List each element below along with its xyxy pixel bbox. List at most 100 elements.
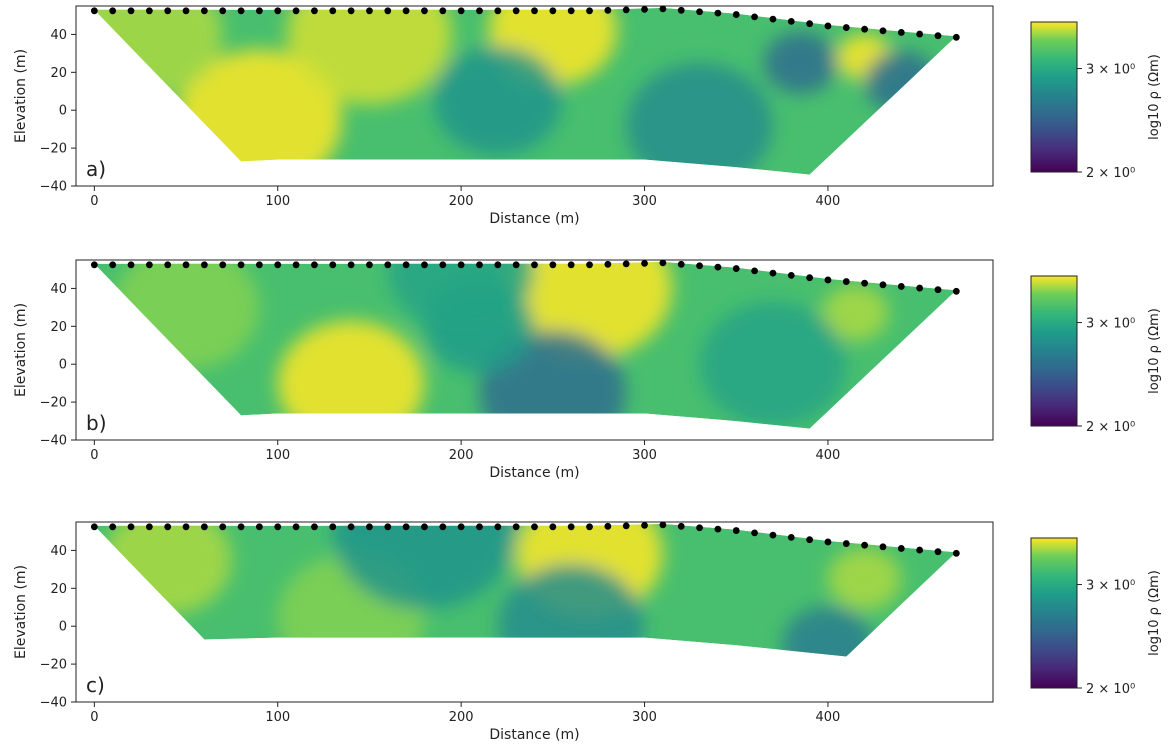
y-tick-label: 0: [59, 620, 67, 635]
x-tick-label: 400: [816, 710, 841, 725]
electrode-marker: [769, 531, 777, 539]
electrode-marker: [145, 7, 153, 15]
x-tick-label: 0: [90, 448, 98, 463]
panel-label: b): [86, 411, 107, 435]
electrode-marker: [696, 8, 703, 16]
x-tick-label: 0: [90, 710, 98, 725]
electrode-marker: [549, 7, 557, 15]
electrode-marker: [567, 7, 575, 15]
y-tick-label: 0: [59, 358, 67, 373]
resistivity-anomaly: [387, 261, 535, 332]
electrode-marker: [145, 261, 153, 269]
electrode-marker: [659, 259, 667, 267]
electrode-marker: [494, 523, 502, 531]
electrode-marker: [182, 261, 190, 269]
electrode-marker: [861, 279, 869, 287]
resistivity-anomaly: [286, 7, 452, 105]
y-tick-label: 0: [59, 104, 67, 119]
resistivity-anomaly: [497, 563, 645, 657]
x-axis-label: Distance (m): [489, 211, 579, 227]
electrode-marker: [164, 523, 172, 531]
resistivity-anomaly: [626, 63, 773, 175]
electrode-marker: [751, 529, 758, 537]
electrode-marker: [476, 523, 483, 531]
electrode-marker: [90, 523, 98, 531]
electrode-marker: [696, 524, 703, 532]
electrode-marker: [237, 261, 245, 269]
electrode-marker: [439, 7, 447, 15]
electrode-marker: [164, 261, 172, 269]
colorbar-tick-label: 2 × 10⁰: [1086, 420, 1135, 435]
colorbar-label: log10 ρ (Ωm): [1147, 308, 1162, 394]
y-tick-label: −20: [40, 658, 67, 673]
electrode-marker: [677, 522, 685, 530]
electrode-marker: [402, 261, 410, 269]
resistivity-anomaly: [782, 606, 874, 657]
electrode-marker: [219, 261, 227, 269]
resistivity-section: [94, 7, 957, 175]
x-tick-label: 400: [816, 448, 841, 463]
electrode-marker: [274, 523, 282, 531]
x-tick-label: 200: [449, 194, 474, 209]
electrode-marker: [476, 261, 483, 269]
electrode-marker: [402, 523, 410, 531]
electrode-marker: [622, 6, 630, 14]
electrode-marker: [311, 7, 318, 15]
resistivity-anomaly: [763, 31, 838, 95]
electrode-marker: [549, 261, 557, 269]
electrode-marker: [311, 261, 318, 269]
electrode-marker: [604, 6, 612, 14]
electrode-marker: [952, 33, 960, 41]
electrode-marker: [567, 261, 575, 269]
resistivity-anomaly: [822, 284, 889, 342]
electrode-marker: [806, 274, 813, 282]
x-tick-label: 200: [449, 448, 474, 463]
electrode-marker: [787, 534, 795, 541]
electrode-marker: [916, 30, 924, 38]
electrode-marker: [824, 22, 832, 30]
x-tick-label: 100: [265, 448, 290, 463]
electrode-marker: [182, 523, 190, 531]
electrode-marker: [90, 261, 98, 269]
axes-frame: [75, 5, 994, 187]
electrode-marker: [512, 523, 520, 531]
electrodes: [90, 5, 960, 41]
electrode-marker: [366, 523, 373, 531]
electrode-marker: [879, 543, 887, 551]
electrode-marker: [824, 276, 832, 284]
electrode-marker: [861, 25, 869, 33]
electrode-marker: [751, 13, 758, 21]
electrode-marker: [787, 18, 795, 25]
colorbar-label: log10 ρ (Ωm): [1147, 570, 1162, 656]
electrode-marker: [219, 523, 227, 531]
y-tick-label: −40: [40, 434, 67, 449]
x-axis-label: Distance (m): [489, 727, 579, 743]
electrode-marker: [586, 7, 593, 15]
electrode-marker: [109, 261, 117, 269]
electrode-marker: [512, 7, 520, 15]
electrodes: [90, 521, 960, 557]
electrode-marker: [292, 7, 300, 15]
axes-frame: [75, 521, 994, 703]
colorbar-label: log10 ρ (Ωm): [1147, 54, 1162, 140]
electrode-marker: [714, 525, 722, 533]
electrode-marker: [292, 523, 300, 531]
electrode-marker: [531, 7, 538, 15]
x-tick-label: 100: [265, 710, 290, 725]
electrode-marker: [256, 523, 263, 531]
resistivity-anomaly: [827, 547, 902, 611]
y-tick-label: 40: [50, 282, 67, 297]
x-tick-label: 400: [816, 194, 841, 209]
electrode-marker: [145, 523, 153, 531]
electrode-marker: [604, 522, 612, 530]
electrode-marker: [421, 7, 428, 15]
electrode-marker: [916, 284, 924, 292]
electrode-marker: [677, 260, 685, 268]
electrode-marker: [659, 521, 667, 529]
electrode-marker: [90, 7, 98, 15]
panel-0: 0 100 200 300 400 −40 −20 0 20 40 Distance (m) Elev…: [13, 5, 1162, 227]
electrode-marker: [109, 7, 117, 15]
electrode-marker: [641, 259, 648, 267]
y-tick-label: −20: [40, 396, 67, 411]
electrode-marker: [237, 523, 245, 531]
